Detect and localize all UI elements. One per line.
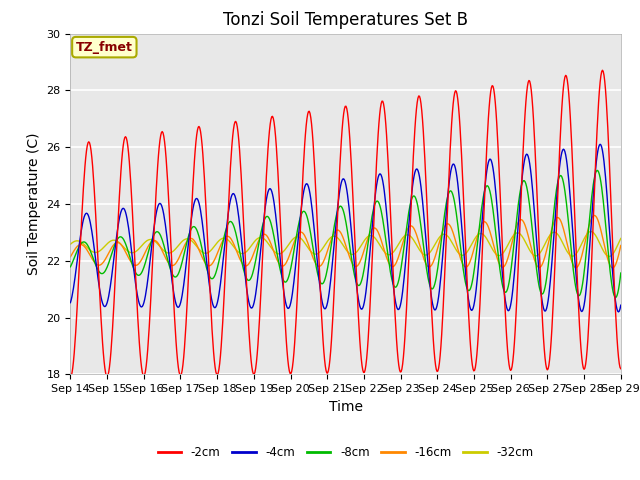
Legend: -2cm, -4cm, -8cm, -16cm, -32cm: -2cm, -4cm, -8cm, -16cm, -32cm: [153, 442, 538, 464]
X-axis label: Time: Time: [328, 400, 363, 414]
Title: Tonzi Soil Temperatures Set B: Tonzi Soil Temperatures Set B: [223, 11, 468, 29]
Text: TZ_fmet: TZ_fmet: [76, 41, 132, 54]
Y-axis label: Soil Temperature (C): Soil Temperature (C): [27, 133, 41, 275]
